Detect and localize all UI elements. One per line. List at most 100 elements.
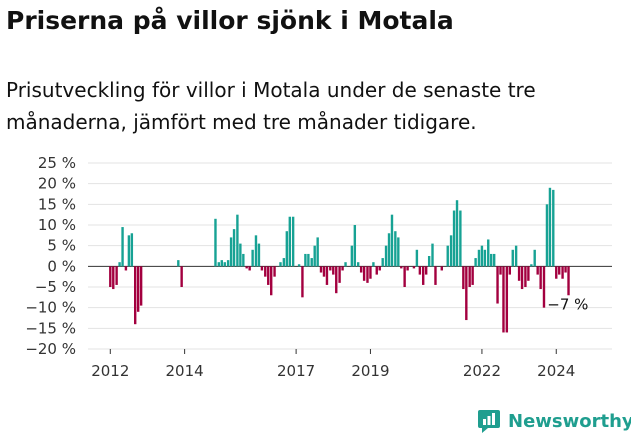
- bar: [517, 266, 521, 281]
- value-annotation: −7 %: [547, 295, 588, 313]
- bar: [462, 266, 465, 290]
- bar: [555, 266, 558, 279]
- bar: [397, 237, 400, 267]
- bar: [530, 264, 533, 267]
- bar: [400, 266, 403, 269]
- x-tick-label: 2022: [463, 362, 501, 380]
- bar: [127, 235, 131, 267]
- bar: [285, 231, 289, 267]
- bar: [514, 245, 518, 267]
- bar: [502, 266, 505, 333]
- bar: [561, 266, 564, 279]
- bar: [477, 249, 481, 267]
- bar: [214, 218, 217, 267]
- brand-logo: Newsworthy: [476, 408, 631, 434]
- bar: [422, 266, 425, 285]
- bar: [394, 231, 397, 267]
- bar: [297, 264, 301, 267]
- bar: [115, 266, 118, 285]
- bar: [242, 253, 245, 267]
- bar: [301, 266, 304, 298]
- bar: [434, 266, 437, 285]
- x-tick-label: 2012: [91, 362, 129, 380]
- bar: [403, 266, 406, 287]
- y-tick-label: −20 %: [25, 340, 76, 358]
- bar: [316, 237, 319, 267]
- x-tick-label: 2014: [166, 362, 204, 380]
- y-tick-label: 25 %: [38, 154, 76, 172]
- bar: [384, 245, 388, 267]
- bar: [124, 266, 128, 271]
- bar: [471, 266, 474, 285]
- bar: [134, 266, 137, 325]
- bar: [232, 229, 236, 267]
- bar: [539, 266, 542, 290]
- bar: [446, 245, 449, 267]
- bar: [239, 243, 242, 267]
- bar: [279, 262, 282, 267]
- bar: [452, 210, 456, 267]
- bar: [359, 266, 363, 273]
- bar: [499, 266, 502, 275]
- bar: [251, 249, 254, 267]
- bar: [307, 253, 310, 267]
- bar: [424, 266, 428, 275]
- bar: [369, 266, 372, 279]
- bar: [496, 266, 499, 304]
- bar: [449, 235, 453, 267]
- newsworthy-logo-icon: [478, 410, 500, 433]
- bar: [366, 266, 369, 283]
- bar: [260, 266, 264, 271]
- bar: [440, 266, 443, 271]
- bar: [254, 235, 258, 267]
- bar: [350, 245, 354, 267]
- bar: [332, 266, 335, 275]
- bar: [490, 253, 493, 267]
- bar: [180, 266, 183, 287]
- bar: [109, 266, 112, 287]
- x-tick-label: 2024: [537, 362, 575, 380]
- y-tick-label: 10 %: [38, 216, 76, 234]
- bar: [356, 262, 360, 267]
- bar: [492, 253, 496, 267]
- bar: [468, 266, 471, 287]
- bar: [375, 266, 378, 275]
- bar: [362, 266, 366, 281]
- bar: [325, 266, 329, 285]
- bar: [520, 266, 524, 290]
- bar: [291, 216, 295, 267]
- bar: [406, 266, 409, 271]
- bar: [548, 187, 552, 267]
- bar-chart: 25 % 20 % 15 % 10 % 5 % 0 % −5 % −10 % −15 % −20 …: [25, 154, 612, 380]
- bar: [229, 237, 233, 267]
- bar: [338, 266, 341, 283]
- bar: [465, 266, 468, 321]
- bar: [505, 266, 509, 333]
- bar: [567, 266, 570, 296]
- bar: [313, 245, 316, 267]
- bar: [542, 266, 546, 308]
- bar: [431, 243, 434, 267]
- bar: [381, 258, 384, 267]
- y-tick-label: −15 %: [25, 319, 76, 337]
- bar: [220, 260, 223, 267]
- y-tick-label: 5 %: [47, 237, 76, 255]
- bar: [329, 266, 332, 271]
- bar: [257, 243, 261, 267]
- bar: [415, 249, 419, 267]
- bar: [536, 266, 539, 275]
- bar: [264, 266, 267, 277]
- bar: [310, 258, 313, 267]
- bar: [136, 266, 140, 312]
- bar: [288, 216, 291, 267]
- bar: [533, 249, 536, 267]
- bar: [236, 214, 239, 267]
- bar: [282, 258, 286, 267]
- bar: [270, 266, 273, 296]
- bar: [121, 227, 124, 267]
- bar: [511, 249, 514, 267]
- bar: [304, 253, 307, 267]
- bar: [459, 210, 462, 267]
- bar: [139, 266, 143, 306]
- bar: [487, 239, 490, 267]
